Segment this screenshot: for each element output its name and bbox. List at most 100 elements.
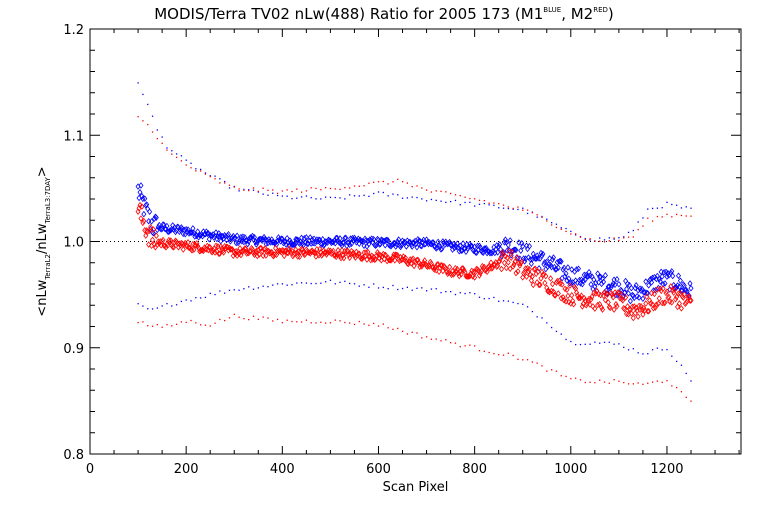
band-point	[334, 283, 336, 285]
data-point	[170, 243, 176, 251]
y-tick-label: 1.2	[63, 23, 84, 38]
band-point	[647, 208, 649, 210]
y-label-part: <nLw	[35, 279, 50, 316]
band-point	[690, 400, 692, 402]
band-point	[296, 197, 298, 199]
data-point	[526, 266, 532, 273]
data-point	[602, 296, 608, 304]
data-point	[556, 258, 562, 265]
band-point	[373, 322, 375, 325]
data-point	[286, 245, 292, 253]
band-point	[214, 175, 216, 177]
band-point	[608, 237, 610, 239]
band-point	[555, 223, 558, 225]
band-point	[575, 234, 577, 236]
band-point	[474, 293, 476, 295]
data-point	[600, 306, 606, 313]
band-point	[373, 181, 375, 183]
band-point	[272, 320, 274, 322]
data-point	[548, 275, 554, 282]
band-point	[526, 209, 529, 211]
data-point	[605, 299, 611, 306]
band-point	[603, 381, 606, 383]
data-point	[353, 239, 359, 246]
data-point	[604, 291, 610, 298]
band-point	[498, 353, 500, 356]
band-point	[642, 225, 644, 227]
band-point	[599, 240, 601, 242]
data-point	[317, 245, 323, 253]
band-point	[219, 182, 221, 184]
data-point	[657, 278, 663, 285]
band-point	[401, 197, 404, 199]
band-point	[416, 196, 418, 199]
data-point	[556, 277, 562, 285]
data-point	[360, 254, 366, 261]
data-point	[524, 273, 530, 280]
band-point	[546, 218, 548, 220]
data-point	[291, 251, 297, 259]
band-point	[651, 220, 654, 222]
data-point	[435, 238, 441, 246]
band-point	[190, 319, 192, 322]
band-point	[339, 320, 341, 322]
band-point	[238, 188, 240, 190]
band-point	[397, 288, 399, 291]
band-point	[647, 217, 649, 219]
data-point	[550, 256, 556, 263]
band-point	[199, 168, 202, 171]
band-point	[685, 396, 687, 398]
band-point	[469, 201, 471, 204]
data-point	[292, 250, 298, 257]
band-point	[421, 187, 423, 189]
band-point	[522, 303, 524, 305]
data-point	[569, 291, 575, 299]
band-point	[647, 353, 649, 355]
band-point	[248, 318, 250, 321]
data-point	[595, 301, 601, 309]
band-point	[257, 318, 259, 321]
data-point	[149, 236, 156, 244]
data-point	[564, 286, 570, 293]
data-point	[319, 252, 325, 259]
band-point	[228, 187, 231, 189]
band-point	[522, 207, 524, 209]
y-tick-label: 0.8	[63, 448, 84, 463]
band-point	[161, 142, 163, 144]
band-point	[440, 340, 442, 342]
band-point	[603, 341, 606, 343]
data-point	[254, 252, 260, 260]
band-point	[156, 323, 159, 326]
data-point	[259, 247, 265, 255]
data-point	[434, 261, 440, 268]
band-point	[368, 182, 370, 184]
data-point	[401, 256, 407, 264]
band-point	[185, 159, 187, 161]
data-point	[291, 241, 297, 248]
data-point	[457, 268, 463, 276]
band-point	[416, 287, 418, 290]
data-point	[570, 297, 576, 305]
data-point	[596, 279, 602, 286]
data-point	[234, 232, 240, 240]
band-point	[180, 321, 183, 323]
title-part: BLUE	[543, 6, 561, 14]
data-point	[244, 250, 250, 257]
data-point	[676, 283, 682, 291]
data-point	[422, 241, 428, 248]
data-point	[526, 243, 532, 250]
data-point	[471, 268, 477, 276]
data-point	[197, 231, 203, 239]
data-point	[639, 285, 645, 293]
data-point	[446, 239, 452, 247]
data-point	[516, 239, 522, 246]
band-point	[286, 319, 288, 321]
series-1-lower-band	[137, 313, 692, 402]
band-point	[493, 204, 495, 206]
data-point	[158, 226, 164, 233]
data-point	[137, 188, 143, 196]
data-point	[628, 310, 634, 317]
data-point	[668, 283, 674, 290]
band-point	[416, 332, 418, 334]
band-point	[449, 342, 452, 344]
